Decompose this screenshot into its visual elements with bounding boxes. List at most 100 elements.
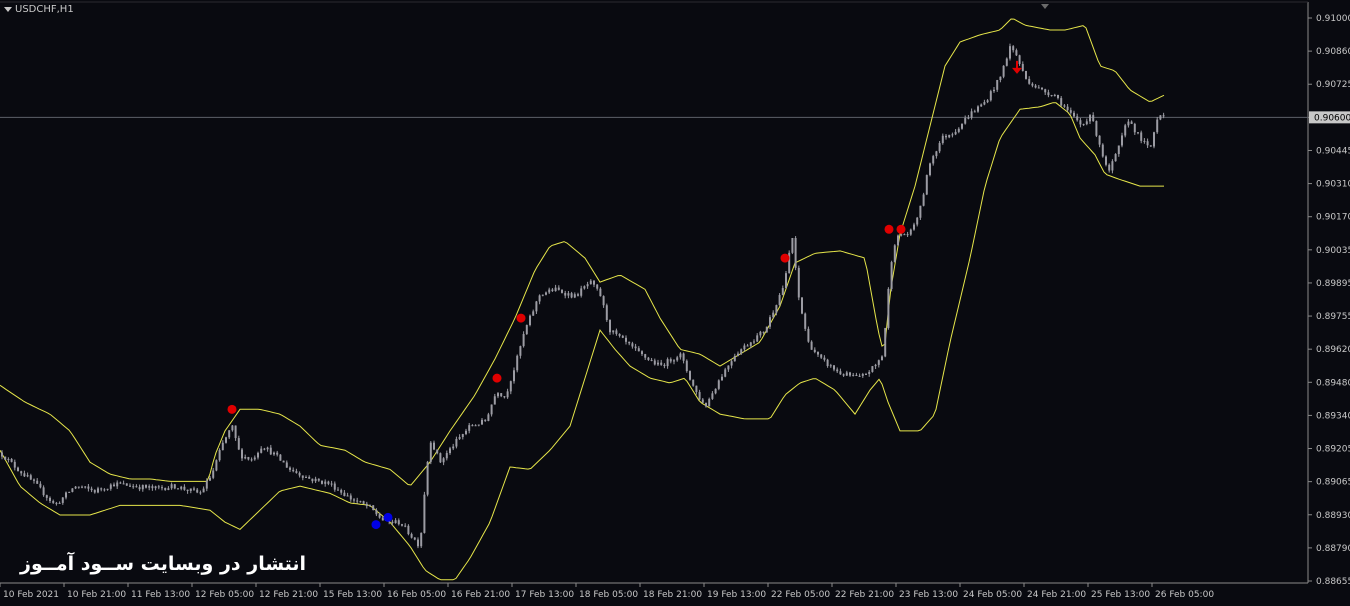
time-tick-label: 26 Feb 05:00 [1155, 590, 1214, 600]
candle-body [23, 473, 26, 477]
candle-body [689, 371, 691, 380]
candle-body [810, 341, 813, 350]
candle-body [980, 104, 983, 107]
candle-body [916, 217, 919, 225]
candle-body [887, 288, 890, 329]
candle-body [740, 349, 743, 354]
symbol-label[interactable]: USDCHF,H1 [4, 4, 74, 15]
scroll-shift-marker[interactable] [1041, 4, 1049, 9]
candle-body [298, 472, 301, 476]
candle-body [493, 396, 496, 405]
candle-body [407, 525, 410, 535]
candle-body [644, 354, 647, 358]
candle-body [893, 245, 896, 263]
sell-signal-dot [516, 313, 526, 323]
candle-body [58, 502, 61, 504]
candle-body [119, 482, 122, 484]
candle-body [737, 353, 739, 356]
candle-body [685, 360, 688, 372]
candle-body [961, 123, 963, 129]
candle-body [695, 385, 698, 393]
time-tick-label: 17 Feb 13:00 [515, 590, 574, 600]
candle-body [1085, 121, 1088, 125]
candle-body [87, 486, 90, 489]
price-axis[interactable]: 0.91000 0.90860 0.90725 0.90600 0.90445 0.903… [1308, 14, 1350, 587]
candle-body [721, 376, 723, 381]
candle-body [849, 372, 851, 376]
time-tick-label: 10 Feb 21:00 [67, 590, 126, 600]
candle-body [957, 128, 960, 132]
candle-body [1060, 98, 1063, 106]
candle-body [429, 442, 432, 462]
candle-body [125, 483, 128, 486]
candle-body [394, 520, 397, 524]
candle-body [650, 359, 653, 361]
candle-body [529, 315, 531, 326]
sell-signal-dot [227, 404, 237, 414]
candle-body [97, 488, 99, 493]
candle-body [641, 351, 643, 355]
candle-body [1015, 50, 1018, 56]
candle-body [154, 486, 157, 489]
candle-body [698, 392, 701, 400]
candle-body [724, 369, 727, 377]
candle-body [68, 491, 71, 493]
upper-band [0, 18, 1165, 486]
candle-body [138, 487, 141, 490]
candle-body [442, 458, 445, 463]
candle-body [100, 488, 103, 490]
price-tick-label: 0.89065 [1316, 478, 1350, 488]
candle-body [1, 452, 3, 457]
price-tick-label: 0.91000 [1316, 14, 1350, 24]
candle-body [1156, 119, 1159, 133]
candle-body [253, 457, 256, 460]
candle-body [1066, 106, 1069, 111]
candle-body [714, 388, 717, 394]
candle-body [746, 345, 749, 347]
candle-body [945, 135, 947, 138]
candle-body [423, 494, 426, 533]
candle-body [804, 313, 807, 329]
candle-body [189, 488, 192, 491]
candle-body [1031, 83, 1034, 86]
candle-body [417, 539, 419, 547]
candle-body [93, 490, 96, 493]
candle-body [1108, 164, 1111, 171]
price-tick-label: 0.89340 [1316, 411, 1350, 421]
candle-body [1127, 121, 1130, 126]
candle-body [157, 486, 160, 488]
candle-body [308, 476, 311, 479]
time-tick-label: 16 Feb 21:00 [451, 590, 510, 600]
candle-body [669, 359, 672, 362]
candle-body [477, 424, 480, 426]
price-tick-label: 0.88790 [1316, 544, 1350, 554]
candle-body [906, 234, 909, 236]
candle-body [954, 131, 957, 135]
candle-body [33, 479, 35, 481]
candle-body [151, 486, 154, 489]
candle-body [621, 335, 624, 338]
time-tick-label: 11 Feb 13:00 [131, 590, 190, 600]
candle-body [1114, 154, 1117, 162]
candle-body [129, 485, 131, 487]
candle-body [599, 288, 602, 297]
candle-body [209, 477, 211, 481]
candle-body [481, 419, 483, 425]
candle-body [637, 348, 640, 352]
chevron-down-icon[interactable] [4, 7, 12, 12]
candle-body [653, 360, 656, 365]
time-tick-label: 12 Feb 05:00 [195, 590, 254, 600]
candle-body [285, 462, 288, 468]
candle-body [167, 488, 170, 490]
price-tick-label: 0.88655 [1316, 577, 1350, 587]
candle-body [612, 330, 615, 333]
candle-body [186, 489, 189, 491]
candle-body [49, 497, 51, 501]
candle-body [343, 492, 346, 497]
time-axis[interactable]: 10 Feb 2021 10 Feb 21:00 11 Feb 13:00 12 Fe… [0, 583, 1214, 600]
candle-body [1021, 63, 1024, 71]
candle-body [39, 483, 42, 488]
candle-body [465, 430, 467, 435]
